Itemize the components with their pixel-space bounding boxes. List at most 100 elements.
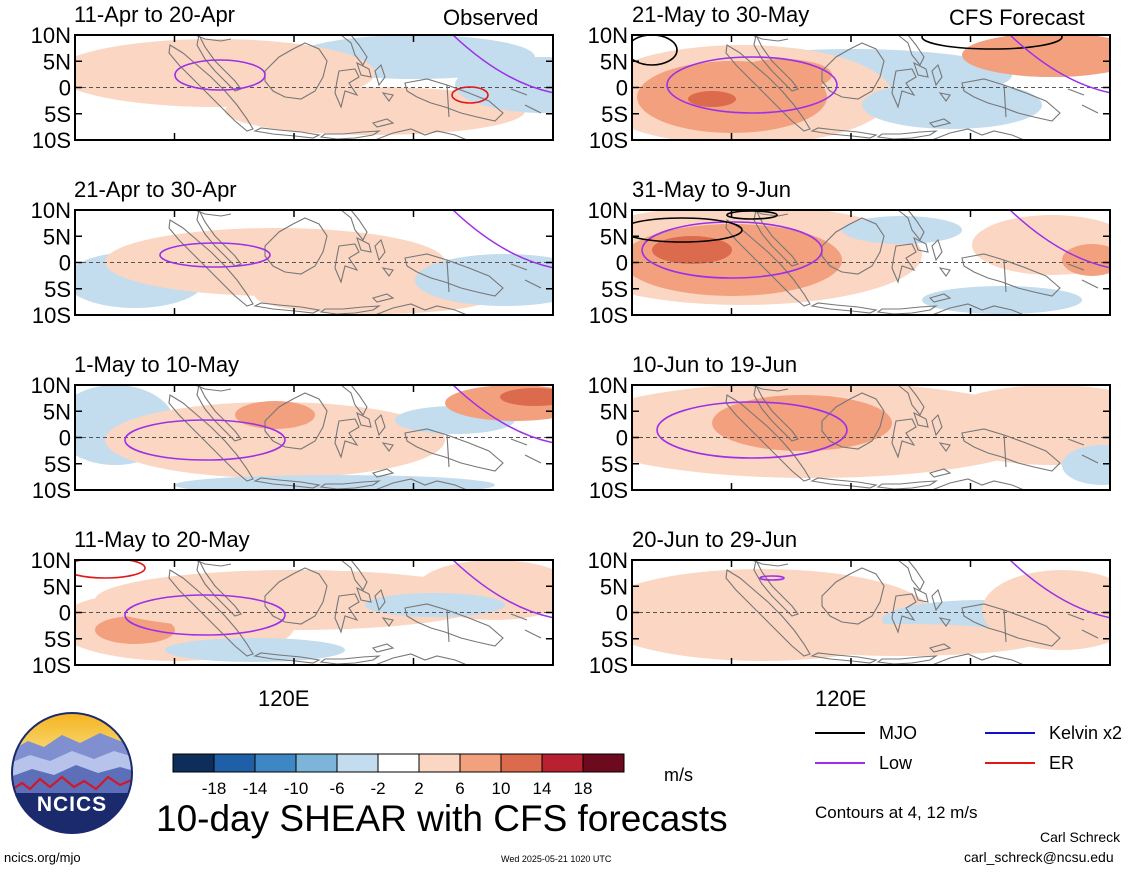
panel-title-forecast-1: 21-May to 30-May — [632, 2, 810, 27]
colorbar-tick-label: 2 — [414, 779, 423, 798]
shading-region — [1062, 445, 1110, 485]
lat-label-5s: 5S — [601, 627, 628, 652]
lat-label-5n: 5N — [43, 399, 71, 424]
lat-label-5s: 5S — [44, 627, 71, 652]
lat-label-10n: 10N — [588, 373, 628, 398]
panel-title-observed-1: 11-Apr to 20-Apr — [74, 2, 236, 27]
shading-region — [235, 401, 315, 429]
lat-label-5s: 5S — [44, 102, 71, 127]
ncics-logo-emblem: NCICS — [11, 712, 133, 834]
lat-label-10n: 10N — [31, 198, 71, 223]
contour-line — [759, 575, 785, 581]
lat-label-0: 0 — [59, 76, 71, 101]
shading-region — [455, 57, 553, 113]
contour-lines — [656, 401, 848, 459]
lat-label-10s: 10S — [32, 128, 71, 153]
panel-title-observed-2: 21-Apr to 30-Apr — [74, 177, 237, 202]
shading-region — [762, 624, 1042, 656]
author-email-link[interactable]: carl_schreck@ncsu.edu — [964, 849, 1114, 865]
colorbar-swatch — [336, 753, 379, 773]
colorbar-tick-label: -6 — [329, 779, 344, 798]
colorbar-swatch — [459, 753, 502, 773]
colorbar-tick-label: 18 — [574, 779, 593, 798]
shading-region — [95, 570, 495, 630]
lat-label-0: 0 — [616, 426, 628, 451]
legend-label: Kelvin x2 — [1049, 723, 1122, 743]
panel-title-observed-4: 11-May to 20-May — [74, 527, 250, 552]
colorbar-swatch — [500, 753, 543, 773]
lat-label-5s: 5S — [44, 277, 71, 302]
panel-title-forecast-4: 20-Jun to 29-Jun — [632, 527, 798, 552]
site-url-link[interactable]: ncics.org/mjo — [4, 850, 81, 865]
lat-label-5n: 5N — [43, 49, 71, 74]
shading-region — [962, 35, 1110, 77]
shading-region — [175, 475, 495, 490]
axis-ticks — [75, 384, 553, 491]
lon-label-observed: 120E — [258, 686, 310, 711]
timestamp: Wed 2025-05-21 1020 UTC — [501, 854, 612, 864]
contour-line — [452, 35, 553, 94]
legend-label: Low — [879, 753, 913, 773]
colorbar-swatch — [172, 753, 215, 773]
colorbar-swatch — [541, 753, 584, 773]
lat-label-10n: 10N — [31, 373, 71, 398]
lat-label-10n: 10N — [588, 548, 628, 573]
lat-label-10s: 10S — [589, 303, 628, 328]
colorbar-tick-label: -18 — [202, 779, 227, 798]
lat-label-5s: 5S — [601, 102, 628, 127]
contour-lines — [759, 575, 785, 581]
contour-line — [452, 210, 553, 269]
contours-note: Contours at 4, 12 m/s — [815, 803, 978, 822]
colorbar-swatch — [213, 753, 256, 773]
contour-line — [1009, 35, 1110, 94]
lat-label-10s: 10S — [589, 478, 628, 503]
contour-lines — [124, 419, 286, 461]
lat-label-5s: 5S — [601, 452, 628, 477]
panel-title-forecast-2: 31-May to 9-Jun — [632, 177, 791, 202]
colorbar-swatch — [582, 753, 625, 773]
shear-shading — [75, 35, 553, 135]
contour-line — [632, 35, 678, 66]
lon-label-forecast: 120E — [815, 686, 867, 711]
axis-ticks — [632, 559, 1110, 666]
lat-label-5n: 5N — [43, 224, 71, 249]
shading-region — [1062, 244, 1110, 276]
shading-region — [862, 81, 1042, 129]
contour-lines — [174, 59, 489, 104]
shading-region — [982, 570, 1110, 650]
contour-line — [124, 594, 286, 636]
lat-label-5n: 5N — [600, 49, 628, 74]
header-observed-label: Observed — [443, 5, 539, 30]
colorbar-swatch — [377, 753, 420, 773]
contour-line — [1009, 210, 1110, 269]
colorbar-swatch — [418, 753, 461, 773]
axis-ticks — [632, 209, 1110, 316]
lat-label-0: 0 — [616, 76, 628, 101]
contour-line — [159, 242, 271, 268]
shading-region — [732, 59, 832, 91]
contour-line — [124, 419, 286, 461]
shear-shading — [75, 560, 553, 662]
contour-line — [1009, 560, 1110, 619]
contour-lines — [159, 242, 271, 268]
figure-title: 10-day SHEAR with CFS forecasts — [156, 798, 728, 839]
author-name: Carl Schreck — [1040, 829, 1121, 845]
shading-region — [365, 593, 505, 617]
legend-label: MJO — [879, 723, 917, 743]
panel-title-observed-3: 1-May to 10-May — [74, 352, 240, 377]
ncics-logo: NCICS — [10, 711, 134, 835]
lat-label-5n: 5N — [600, 224, 628, 249]
lat-label-5s: 5S — [601, 277, 628, 302]
shading-region — [842, 216, 962, 244]
colorbar-tick-label: -14 — [243, 779, 268, 798]
lat-label-10n: 10N — [588, 198, 628, 223]
contour-line — [641, 221, 823, 279]
lat-label-10s: 10S — [32, 303, 71, 328]
shear-shading — [632, 385, 1110, 485]
colorbar-tick-label: 10 — [492, 779, 511, 798]
lat-label-5n: 5N — [600, 574, 628, 599]
lat-label-10s: 10S — [589, 128, 628, 153]
